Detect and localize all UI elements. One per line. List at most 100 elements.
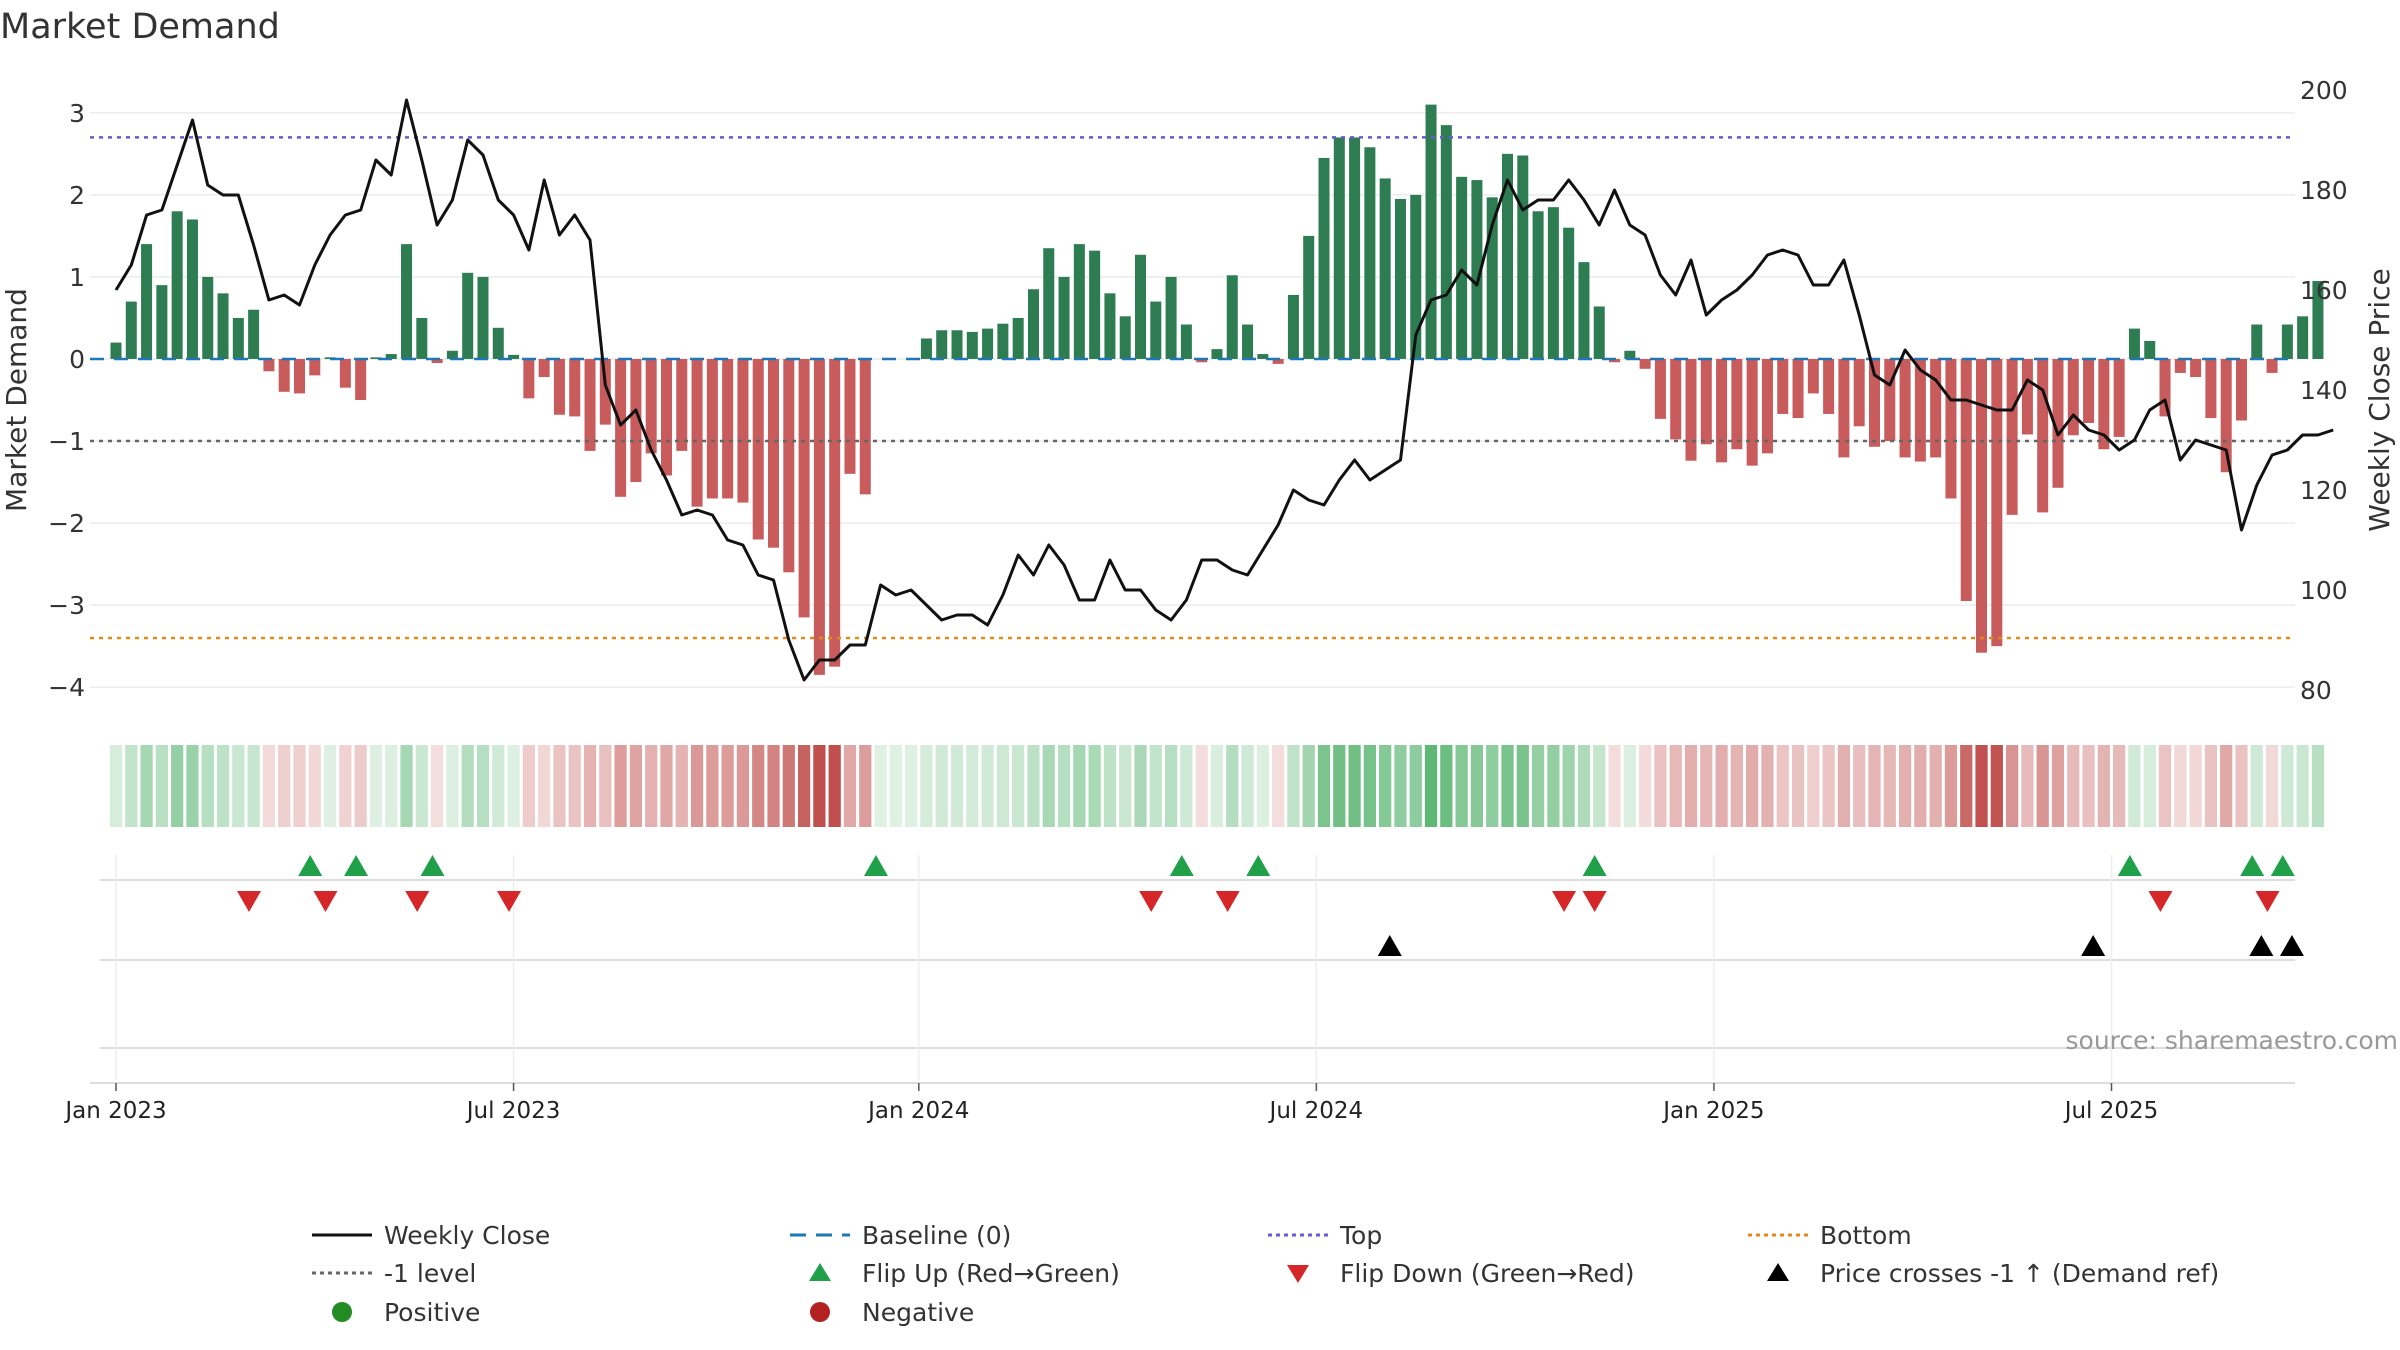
flip-up-marker xyxy=(2240,855,2265,876)
strip-cell xyxy=(1837,745,1851,827)
strip-cell xyxy=(2174,745,2187,827)
y-tick-label-left: −1 xyxy=(48,427,85,456)
flip-up-marker xyxy=(2270,855,2295,876)
weekly-close-line xyxy=(114,98,2334,682)
flip-up-marker xyxy=(298,855,323,876)
demand-bar xyxy=(1486,197,1498,359)
strip-cell xyxy=(1761,745,1774,827)
strip-cell xyxy=(216,745,230,827)
strip-cell xyxy=(1226,745,1239,827)
demand-bar xyxy=(584,358,596,451)
demand-bar xyxy=(1089,250,1101,359)
demand-bar xyxy=(676,358,688,451)
strip-cell xyxy=(2082,745,2095,827)
flip-up-marker xyxy=(1582,855,1607,876)
legend-label: Price crosses -1 ↑ (Demand ref) xyxy=(1820,1259,2219,1288)
demand-bar xyxy=(508,354,520,359)
demand-bar xyxy=(202,276,214,359)
demand-bar xyxy=(1471,180,1483,359)
strip-cell xyxy=(2311,745,2325,827)
y-tick-label-left: 1 xyxy=(69,263,85,292)
demand-bar xyxy=(1930,358,1942,458)
x-tick-label: Jul 2024 xyxy=(1268,1098,1364,1124)
y-tick-label-right: 80 xyxy=(2300,676,2332,705)
strip-cell xyxy=(538,745,551,827)
demand-bar xyxy=(997,323,1009,359)
demand-bar xyxy=(232,317,244,359)
triangle-up-icon xyxy=(1767,1263,1789,1281)
strip-cell xyxy=(889,745,902,827)
strip-cell xyxy=(2296,745,2309,827)
demand-bar xyxy=(1899,358,1911,458)
strip-cell xyxy=(446,745,459,827)
demand-bar xyxy=(2205,358,2217,419)
demand-bar xyxy=(110,342,122,359)
demand-bar xyxy=(1517,155,1529,359)
demand-bar xyxy=(1685,358,1697,461)
price-cross-marker xyxy=(2249,935,2274,956)
strip-cell xyxy=(1164,745,1178,827)
strip-cell xyxy=(1256,745,1269,827)
strip-cell xyxy=(507,745,520,827)
x-tick-label: Jul 2023 xyxy=(465,1098,561,1124)
circle-icon xyxy=(810,1302,830,1322)
strip-cell xyxy=(1669,745,1682,827)
strip-cell xyxy=(1577,745,1591,827)
strip-cell xyxy=(1424,745,1438,827)
demand-bar xyxy=(2006,358,2018,515)
demand-bar xyxy=(1073,244,1085,359)
strip-cell xyxy=(950,745,964,827)
strip-cell xyxy=(2235,745,2248,827)
y-axis-label-right: Weekly Close Price xyxy=(2363,268,2396,531)
demand-bar xyxy=(1456,176,1468,359)
strip-cell xyxy=(1486,745,1499,827)
demand-bar xyxy=(446,350,458,359)
demand-bar xyxy=(1226,275,1238,359)
demand-bar xyxy=(1349,137,1361,359)
strip-cell xyxy=(1516,745,1529,827)
demand-bar xyxy=(1884,358,1896,442)
demand-bar xyxy=(1792,358,1804,419)
demand-bar xyxy=(1991,358,2003,647)
strip-cell xyxy=(2097,745,2110,827)
strip-cell xyxy=(1960,745,1973,827)
demand-bar xyxy=(1501,153,1514,359)
demand-bar xyxy=(2037,358,2049,513)
y-axis-label-left: Market Demand xyxy=(0,288,33,512)
price-cross-marker xyxy=(1377,935,1402,956)
demand-bar xyxy=(416,317,428,359)
demand-bar xyxy=(1823,358,1835,414)
strip-cell xyxy=(109,745,123,827)
demand-bar xyxy=(1043,248,1055,359)
strip-cell xyxy=(278,745,291,827)
strip-cell xyxy=(1210,745,1224,827)
strip-cell xyxy=(797,745,811,827)
strip-cell xyxy=(1715,745,1728,827)
x-tick-label: Jan 2025 xyxy=(1661,1098,1764,1124)
demand-bar xyxy=(2220,358,2232,473)
circle-icon xyxy=(332,1302,352,1322)
strip-cell xyxy=(767,745,780,827)
y-tick-label-left: 0 xyxy=(69,345,85,374)
demand-bar xyxy=(2144,340,2156,359)
strip-cell xyxy=(1853,745,1866,827)
demand-bar xyxy=(982,328,994,359)
demand-bar xyxy=(2021,358,2033,435)
demand-bar xyxy=(1027,289,1039,359)
strip-cell xyxy=(2189,745,2202,827)
demand-bar xyxy=(385,354,397,359)
x-ticks: Jan 2023 Jul 2023 Jan 2024 Jul 2024 Jan 2025… xyxy=(63,1083,2158,1124)
strip-cell xyxy=(1317,745,1331,827)
strip-cell xyxy=(1868,745,1881,827)
strip-cell xyxy=(1333,745,1346,827)
demand-bar xyxy=(1303,235,1315,359)
reference-lines xyxy=(90,136,2295,640)
strip-cell xyxy=(981,745,994,827)
demand-bar xyxy=(1670,358,1682,440)
strip-cell xyxy=(1302,745,1315,827)
flip-up-marker xyxy=(344,855,369,876)
strip-cell xyxy=(1531,745,1545,827)
demand-bar xyxy=(263,358,275,372)
legend-label: Bottom xyxy=(1820,1221,1912,1250)
